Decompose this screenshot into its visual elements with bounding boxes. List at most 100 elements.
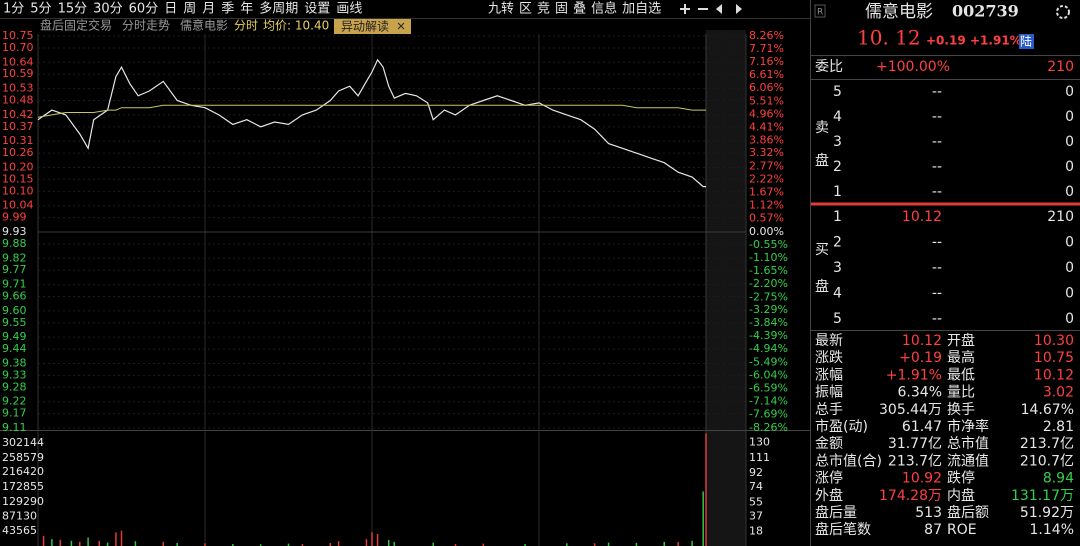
period-button[interactable]: 季 <box>221 2 234 17</box>
period-button[interactable]: 设置 <box>304 2 330 17</box>
tool-button[interactable]: 区 <box>519 2 532 17</box>
stat-value: 213.7亿 <box>1020 436 1074 452</box>
pct-tick-label: 2.77% <box>749 159 784 172</box>
stat-value: 131.17万 <box>1011 488 1074 504</box>
badge-bg[interactable] <box>334 19 411 34</box>
price-tick-label: 9.77 <box>2 263 27 276</box>
volume-bar <box>204 543 206 546</box>
price-tick-label: 10.42 <box>2 108 34 121</box>
stat-value: 305.44万 <box>879 402 942 418</box>
price-tick-label: 9.60 <box>2 304 27 317</box>
stat-label: 流通值 <box>947 453 989 469</box>
stat-value: 61.47 <box>902 419 942 435</box>
price-tick-label: 10.53 <box>2 82 34 95</box>
stat-label: 跌停 <box>947 470 975 487</box>
weibi-volume: 210 <box>1047 59 1074 75</box>
volume-bar <box>635 542 638 546</box>
volume-bar <box>454 543 457 546</box>
pct-tick-label: -7.14% <box>749 394 788 407</box>
price-change: +0.19 <box>926 34 966 48</box>
volume-tick-label: 129290 <box>2 495 44 508</box>
price-tick-label: 9.99 <box>2 211 27 224</box>
period-button[interactable]: 年 <box>240 2 253 17</box>
lot-tick-label: 92 <box>749 466 763 479</box>
zoom-in-icon[interactable] <box>680 4 690 14</box>
volume-bar <box>663 541 665 546</box>
pct-tick-label: 6.06% <box>749 81 784 94</box>
stat-value: 1.14% <box>1030 522 1074 538</box>
toolbar-icons[interactable] <box>680 4 742 14</box>
period-button[interactable]: 15分 <box>58 2 88 17</box>
price-tick-label: 10.20 <box>2 160 34 173</box>
stat-value: +0.19 <box>899 350 942 366</box>
tool-button[interactable]: 九转 <box>488 2 514 17</box>
period-button[interactable]: 月 <box>202 2 215 17</box>
stat-value: 174.28万 <box>879 488 942 504</box>
pct-tick-label: 4.96% <box>749 107 784 120</box>
tool-button[interactable]: 竞 <box>537 1 550 17</box>
stat-value: 3.02 <box>1043 385 1074 401</box>
stat-label: 振幅 <box>815 385 843 401</box>
stat-label: 涨跌 <box>815 350 843 366</box>
pct-tick-label: 8.26% <box>749 29 784 42</box>
badge[interactable]: 异动解读 <box>341 20 389 34</box>
price-tick-label: 9.33 <box>2 368 27 381</box>
tool-button[interactable]: 叠 <box>573 2 586 17</box>
volume-bar <box>176 542 178 546</box>
bid-price: -- <box>932 286 942 302</box>
price-tick-label: 9.88 <box>2 237 27 250</box>
bid-volume: 0 <box>1065 286 1074 302</box>
period-button[interactable]: 60分 <box>129 2 159 17</box>
ask-price: -- <box>932 109 942 125</box>
price-tick-label: 9.11 <box>2 421 27 434</box>
pct-tick-label: -6.04% <box>749 368 788 381</box>
ask-level: 3 <box>833 134 842 150</box>
ask-side-label: 卖 <box>815 120 829 136</box>
pct-tick-label: -4.39% <box>749 329 788 342</box>
badge-close[interactable] <box>397 22 405 30</box>
volume-bar <box>337 541 340 546</box>
price-tick-label: 9.17 <box>2 407 27 420</box>
subheader-item[interactable]: 分时走势 <box>122 19 170 33</box>
volume-bar <box>301 543 304 546</box>
pct-tick-label: -3.84% <box>749 316 788 329</box>
bid-volume: 0 <box>1065 260 1074 276</box>
ask-price: -- <box>932 184 942 200</box>
stat-value: 8.94 <box>1043 471 1074 487</box>
period-button[interactable]: 30分 <box>93 2 123 17</box>
bid-level: 2 <box>833 235 842 251</box>
badge-box <box>814 4 826 18</box>
pct-tick-label: -4.94% <box>749 342 788 355</box>
period-button[interactable]: 周 <box>183 2 196 17</box>
volume-bar <box>393 541 396 546</box>
price-tick-label: 10.15 <box>2 172 34 185</box>
period-button[interactable]: 1分 <box>3 2 24 17</box>
connect-tag: 陆 <box>1020 34 1032 49</box>
lot-tick-label: 74 <box>749 480 763 493</box>
right-icon[interactable] <box>736 4 742 14</box>
tool-button[interactable]: 加自选 <box>622 2 661 17</box>
period-button[interactable]: 日 <box>164 2 177 17</box>
tool-button[interactable]: 固 <box>555 2 568 17</box>
period-button[interactable]: 画线 <box>336 2 362 17</box>
tool-button[interactable]: 信息 <box>591 1 617 17</box>
subheader-item[interactable]: 盘后固定交易 <box>40 18 112 33</box>
price-tick-label: 9.82 <box>2 251 27 264</box>
volume-bar <box>365 539 368 546</box>
volume-bar <box>87 537 89 546</box>
left-icon[interactable] <box>716 4 722 14</box>
stock-code: 002739 <box>952 2 1019 21</box>
lot-tick-label: 37 <box>749 510 763 523</box>
price-line <box>37 58 706 188</box>
ask-volume: 0 <box>1065 184 1074 200</box>
volume-bar <box>524 543 526 546</box>
period-button[interactable]: 5分 <box>30 2 51 17</box>
pct-tick-label: -2.75% <box>749 290 788 303</box>
stock-name: 儒意电影 <box>865 2 933 22</box>
settings-icon[interactable] <box>1056 5 1070 19</box>
stat-value: 210.7亿 <box>1020 453 1074 469</box>
volume-bar <box>70 540 73 546</box>
period-button[interactable]: 多周期 <box>259 1 298 17</box>
volume-tick-label: 302144 <box>2 436 44 449</box>
